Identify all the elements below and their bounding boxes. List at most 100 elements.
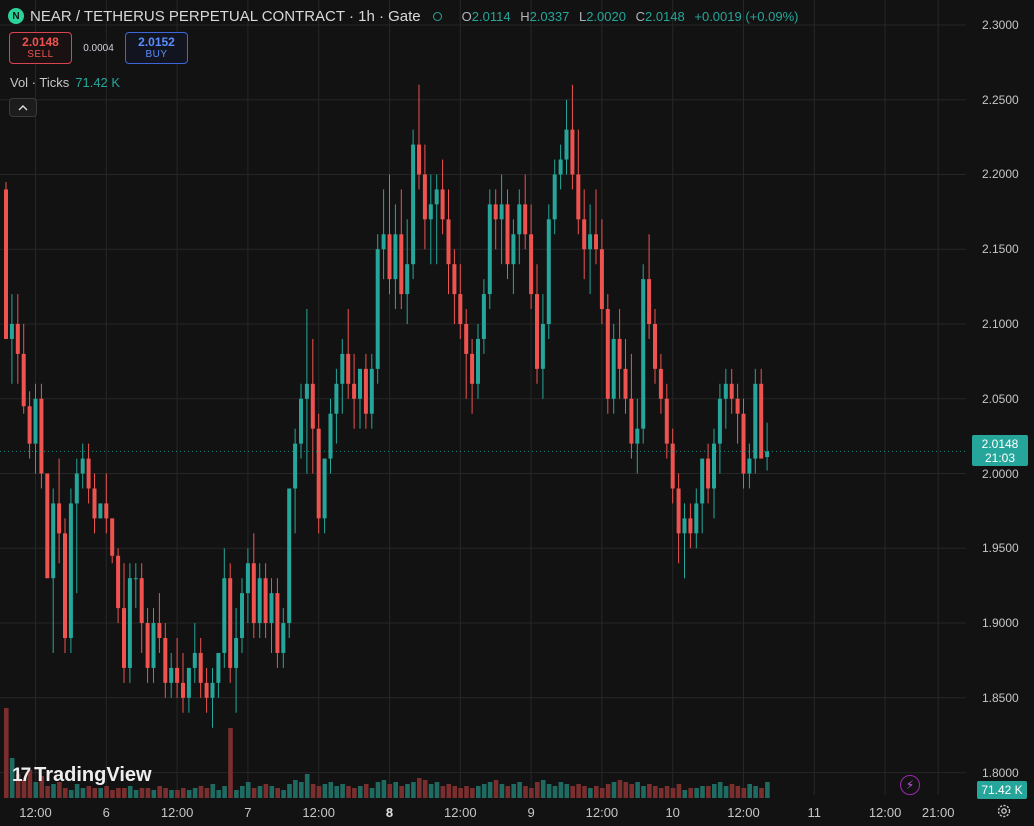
candle-body [747, 458, 752, 474]
volume-bar [21, 780, 27, 798]
candle [216, 652, 221, 698]
volume-bar [558, 782, 564, 798]
candle-body [458, 294, 463, 324]
buy-button[interactable]: 2.0152 BUY [125, 32, 188, 64]
volume-bar [499, 784, 505, 798]
settings-gear-icon[interactable] [996, 803, 1012, 819]
candle-body [222, 578, 227, 653]
candle [145, 608, 150, 683]
candle [476, 324, 480, 399]
candle [664, 383, 669, 459]
candle-body [411, 144, 416, 265]
time-tick-label: 12:00 [160, 805, 194, 820]
candle-body [729, 383, 734, 399]
volume-bar [287, 784, 292, 798]
candle-body [110, 518, 115, 556]
candle [653, 309, 657, 384]
time-tick-label: 12:00 [585, 805, 619, 820]
candle-body [529, 234, 534, 295]
candle [712, 428, 716, 519]
candle-body [39, 398, 44, 474]
candle [133, 563, 138, 609]
candle [558, 144, 563, 190]
lightning-icon[interactable]: ⚡ [900, 775, 920, 795]
candle-body [299, 398, 303, 444]
candle [381, 189, 386, 280]
volume-legend[interactable]: Vol · Ticks 71.42 K [10, 75, 120, 90]
candle [127, 563, 132, 683]
candle-body [186, 667, 191, 698]
candle [281, 608, 286, 668]
volume-bar [133, 790, 139, 798]
candle [523, 174, 528, 250]
tradingview-logo[interactable]: 17 TradingView [12, 764, 152, 787]
time-tick-label: 6 [102, 805, 110, 820]
last-price-tag: 2.0148 21:03 [972, 435, 1028, 466]
candle-body [127, 578, 132, 668]
sell-price: 2.0148 [22, 35, 59, 49]
candle [45, 473, 50, 579]
candle [86, 443, 91, 504]
volume-bar [240, 786, 245, 798]
volume-bar [605, 784, 611, 798]
volume-bar [210, 784, 216, 798]
candle-body [145, 623, 150, 668]
candle [487, 189, 492, 310]
candle-body [363, 368, 368, 414]
volume-bar [540, 780, 546, 798]
price-tick-label: 2.3000 [982, 17, 1019, 32]
open-label: O [461, 8, 472, 24]
volume-bar [186, 790, 192, 798]
candle-body [133, 578, 138, 580]
live-status-icon [432, 11, 442, 21]
candle [80, 443, 85, 489]
volume-bar [706, 786, 711, 798]
symbol-logo-icon[interactable]: N [8, 8, 24, 24]
low-value: 2.0020 [586, 8, 626, 24]
candle-body [753, 383, 758, 459]
symbol-title[interactable]: NEAR / TETHERUS PERPETUAL CONTRACT · 1h … [30, 7, 421, 25]
volume-bar [664, 786, 670, 798]
volume-bar [629, 784, 634, 798]
volume-bar [363, 784, 369, 798]
candle [399, 189, 404, 310]
candle-body [706, 458, 711, 489]
volume-bar [717, 782, 723, 798]
candle-body [735, 398, 740, 414]
volume-bar [387, 784, 393, 798]
candle [63, 518, 67, 653]
volume-bar [27, 770, 33, 798]
candle-body [27, 406, 32, 444]
candle [192, 623, 197, 683]
candle [735, 383, 740, 444]
candle-body [670, 443, 675, 489]
volume-bar [375, 782, 381, 798]
sell-button[interactable]: 2.0148 SELL [9, 32, 72, 64]
candle [169, 652, 174, 698]
volume-bar [517, 782, 522, 798]
open-value: 2.0114 [471, 8, 511, 24]
candle [540, 294, 545, 399]
candle [15, 294, 20, 384]
volume-bar [169, 790, 174, 798]
candle-body [169, 667, 174, 683]
volume-bar [735, 786, 741, 798]
time-tick-label: 12:00 [444, 805, 477, 820]
volume-bar [505, 786, 511, 798]
candle-body [487, 204, 492, 295]
candle-body [422, 174, 427, 220]
volume-bar [576, 784, 581, 798]
candle [322, 458, 327, 534]
candle [98, 503, 103, 519]
candle-body [470, 353, 475, 384]
volume-bar [51, 784, 56, 798]
volume-bar [104, 786, 109, 798]
candle [723, 368, 728, 429]
volume-bar [765, 782, 770, 798]
collapse-legend-button[interactable] [9, 98, 37, 117]
candle-body [558, 159, 563, 175]
volume-bar [145, 788, 151, 798]
candle [629, 353, 634, 459]
volume-bar [328, 782, 334, 798]
